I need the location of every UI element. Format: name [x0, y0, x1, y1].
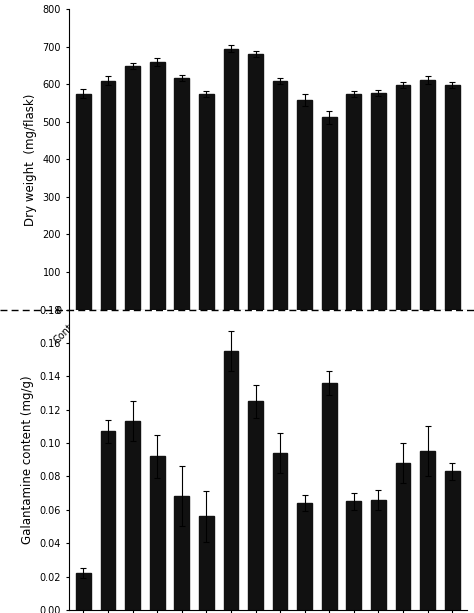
Bar [100, 432, 116, 610]
Bar [420, 451, 435, 610]
Bar [224, 48, 238, 310]
Bar [445, 85, 459, 310]
Bar [273, 453, 287, 610]
Bar [125, 66, 140, 310]
Bar [420, 80, 435, 310]
Bar [150, 457, 164, 610]
Bar [371, 500, 386, 610]
Bar [248, 55, 263, 310]
Bar [346, 501, 361, 610]
Bar [371, 93, 386, 310]
Y-axis label: Dry weight  (mg/flask): Dry weight (mg/flask) [24, 93, 37, 226]
Y-axis label: Galantamine content (mg/g): Galantamine content (mg/g) [21, 375, 34, 544]
Bar [445, 471, 459, 610]
Bar [273, 82, 287, 310]
Bar [248, 402, 263, 610]
Bar [396, 85, 410, 310]
Bar [76, 94, 91, 310]
Bar [396, 463, 410, 610]
Bar [174, 77, 189, 310]
Bar [174, 497, 189, 610]
Bar [199, 517, 214, 610]
Bar [199, 94, 214, 310]
Bar [322, 383, 337, 610]
Bar [297, 503, 312, 610]
Bar [125, 421, 140, 610]
Bar [346, 94, 361, 310]
Bar [76, 573, 91, 610]
Bar [100, 80, 116, 310]
Bar [150, 62, 164, 310]
Bar [224, 351, 238, 610]
Bar [297, 100, 312, 310]
Bar [322, 117, 337, 310]
